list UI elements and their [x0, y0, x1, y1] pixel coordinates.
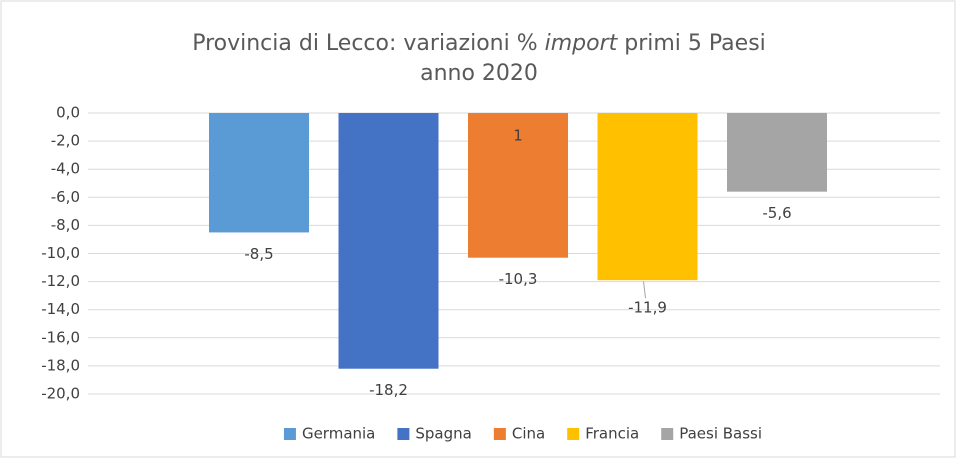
legend-swatch [283, 428, 296, 440]
legend-label: Paesi Bassi [679, 425, 762, 443]
y-tick-label: -2,0 [51, 132, 80, 150]
y-tick-label: -12,0 [41, 272, 80, 290]
y-tick-label: -4,0 [51, 160, 80, 178]
legend-swatch [397, 428, 410, 440]
legend-label: Spagna [415, 425, 471, 443]
title-part: import [545, 31, 619, 56]
value-label: -18,2 [369, 381, 408, 399]
y-tick-label: -18,0 [41, 356, 80, 374]
y-tick-label: -20,0 [41, 385, 80, 403]
bar [338, 113, 439, 369]
value-label: -5,6 [762, 204, 791, 222]
y-tick-label: -10,0 [41, 244, 80, 262]
bar [468, 113, 568, 258]
value-label: -10,3 [499, 270, 538, 288]
bar [597, 113, 698, 281]
legend-swatch [567, 428, 580, 440]
annotation: 1 [513, 127, 523, 145]
legend-label: Cina [512, 425, 545, 443]
legend-label: Germania [302, 425, 375, 443]
value-label: -11,9 [628, 299, 667, 317]
title-part: primi 5 Paesi [624, 31, 766, 56]
bar [727, 113, 827, 192]
legend-label: Francia [585, 425, 639, 443]
bar [209, 113, 309, 233]
y-tick-label: -6,0 [51, 188, 80, 206]
value-label: -8,5 [244, 245, 273, 263]
legend-swatch [661, 428, 674, 440]
title-part: Provincia di Lecco: variazioni % [192, 31, 537, 56]
chart-subtitle: anno 2020 [420, 61, 538, 86]
y-tick-label: -14,0 [41, 300, 80, 318]
y-tick-label: -16,0 [41, 328, 80, 346]
y-tick-label: 0,0 [56, 104, 80, 122]
chart-title: Provincia di Lecco: variazioni % import pr… [192, 31, 766, 56]
y-tick-label: -8,0 [51, 216, 80, 234]
leader-line [643, 281, 646, 299]
legend-swatch [493, 428, 506, 440]
